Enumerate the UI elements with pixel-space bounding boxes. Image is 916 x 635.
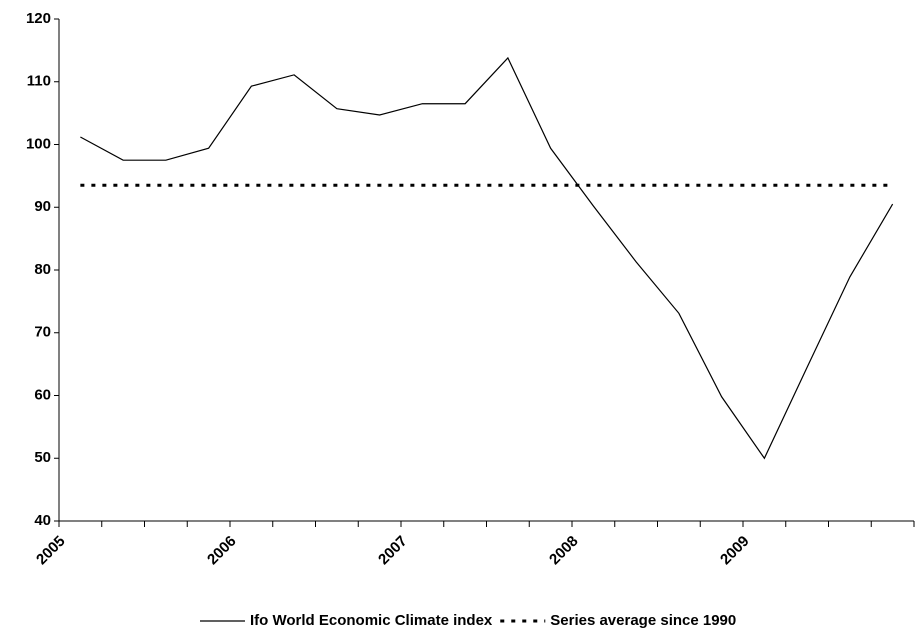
y-tick-label: 120 — [26, 10, 51, 27]
x-tick-label: 2008 — [546, 533, 582, 569]
legend-label: Ifo World Economic Climate index — [250, 612, 493, 629]
x-tick-label: 2005 — [33, 533, 69, 569]
y-tick-label: 50 — [34, 449, 51, 466]
y-tick-label: 80 — [34, 261, 51, 278]
y-tick-label: 100 — [26, 135, 51, 152]
y-tick-label: 60 — [34, 386, 51, 403]
y-tick-label: 70 — [34, 324, 51, 341]
y-tick-label: 110 — [27, 73, 51, 90]
y-tick-label: 90 — [34, 198, 51, 215]
x-tick-label: 2009 — [717, 533, 753, 569]
x-tick-label: 2006 — [204, 533, 240, 569]
legend-label: Series average since 1990 — [550, 612, 736, 629]
y-tick-label: 40 — [34, 512, 51, 529]
series-line — [80, 56, 894, 460]
x-tick-label: 2007 — [375, 533, 411, 569]
